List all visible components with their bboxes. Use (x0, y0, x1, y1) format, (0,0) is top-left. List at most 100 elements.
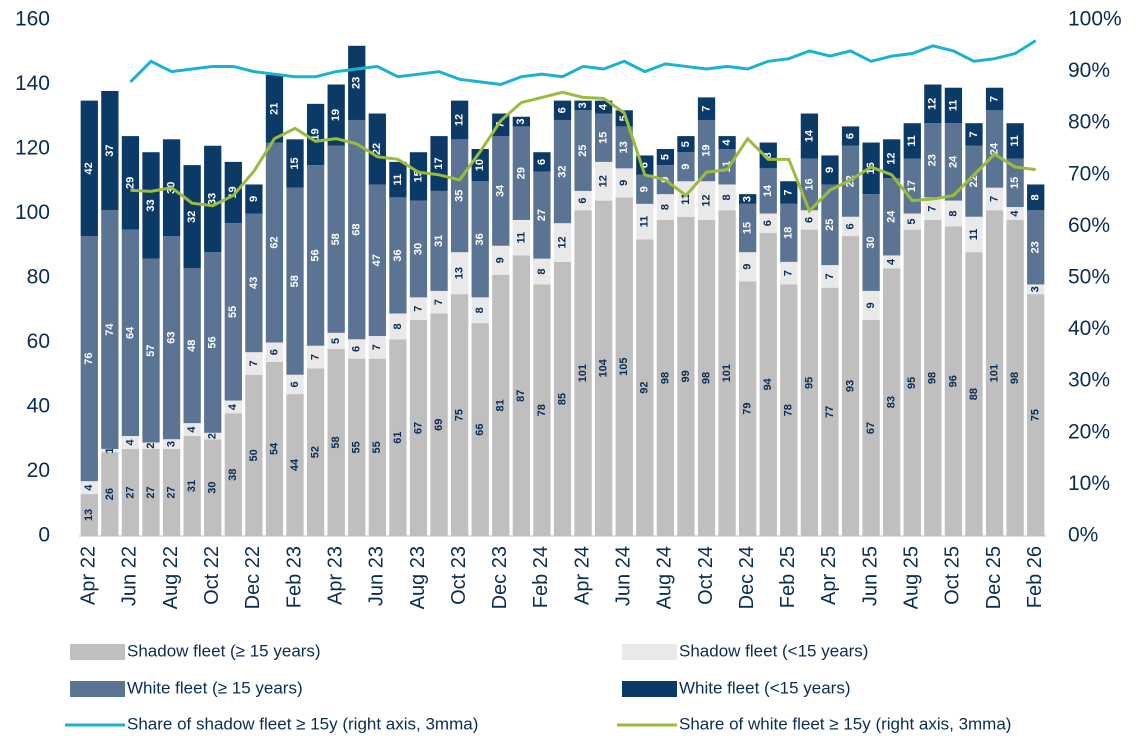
data-label: 30 (412, 243, 424, 255)
bar-segment (492, 136, 510, 246)
y2-tick-label: 40% (1068, 317, 1110, 340)
x-tick-label: Feb 26 (1024, 546, 1046, 608)
data-label: 17 (433, 157, 445, 169)
data-label: 74 (104, 323, 116, 336)
bar-segment (101, 210, 119, 449)
data-label: 29 (515, 167, 527, 179)
bar-segment (574, 190, 592, 211)
bar-segment (409, 200, 428, 298)
data-label: 9 (618, 180, 630, 186)
bar-segment (450, 294, 469, 536)
data-label: 8 (536, 268, 548, 274)
legend-label: White fleet (≥ 15 years) (127, 678, 303, 697)
data-label: 27 (145, 486, 157, 498)
data-label: 2 (145, 443, 157, 449)
data-label: 13 (618, 141, 630, 153)
bar-segment (471, 181, 489, 298)
bar-segment (80, 236, 98, 482)
x-tick-label: Jun 22 (119, 546, 141, 606)
bar-segment (368, 184, 386, 337)
bar-segment (183, 165, 201, 269)
bar-segment (142, 448, 160, 536)
bar-segment (553, 261, 572, 536)
y2-tick-label: 30% (1068, 369, 1110, 392)
x-tick-label: Feb 25 (777, 546, 799, 608)
bar-segment (903, 213, 921, 230)
x-tick-label: Aug 25 (901, 546, 923, 609)
bar-segment (183, 423, 201, 437)
x-tick-label: Feb 24 (530, 546, 552, 608)
bar-segment (327, 332, 345, 349)
bar-segment (553, 223, 572, 262)
data-label: 12 (886, 153, 898, 165)
bar-segment (286, 374, 304, 395)
bar-segment (595, 113, 613, 162)
data-label: 12 (598, 175, 610, 187)
bar-segment (800, 210, 819, 230)
data-label: 11 (392, 174, 404, 186)
legend-label: Shadow fleet (≥ 15 years) (127, 641, 321, 660)
bar-segment (450, 100, 469, 140)
y2-tick-label: 90% (1068, 59, 1110, 82)
bar-segment (841, 126, 860, 146)
data-label: 11 (1009, 135, 1021, 147)
data-label: 10 (474, 159, 486, 171)
data-label: 8 (659, 204, 671, 210)
bar-segment (903, 229, 921, 536)
y2-tick-label: 100% (1068, 8, 1122, 31)
bar-segment (739, 194, 757, 204)
bar-segment (985, 110, 1004, 188)
bar-segment (80, 481, 98, 495)
data-label: 24 (988, 142, 1000, 155)
data-label: 4 (1009, 210, 1021, 217)
data-label: 7 (988, 96, 1000, 102)
bar-segment (595, 200, 613, 536)
bar-segment (985, 187, 1004, 211)
data-label: 44 (289, 458, 301, 471)
data-label: 92 (639, 382, 651, 394)
bar-segment (327, 145, 345, 333)
data-label: 95 (803, 377, 815, 389)
data-label: 75 (454, 409, 466, 421)
data-label: 5 (659, 154, 671, 160)
data-label: 11 (721, 161, 733, 173)
y-tick-label: 40 (27, 395, 50, 418)
bar-segment (80, 494, 98, 536)
bar-segment (245, 184, 263, 214)
x-tick-label: Apr 23 (324, 546, 346, 605)
bar-segment (306, 103, 325, 166)
bar-segment (204, 439, 222, 536)
data-label: 18 (783, 227, 795, 239)
data-label: 6 (844, 133, 856, 139)
data-label: 36 (474, 233, 486, 245)
bar-segment (615, 168, 633, 198)
bar-segment (1006, 158, 1024, 208)
data-label: 15 (1009, 177, 1021, 189)
data-label: 66 (474, 423, 486, 435)
data-label: 101 (988, 364, 1000, 382)
bar-segment (224, 400, 242, 414)
line-series (130, 90, 1036, 214)
bar-segment (162, 448, 181, 536)
data-label: 101 (721, 364, 733, 382)
bar-segment (821, 155, 839, 185)
bar-segment (533, 284, 551, 536)
data-label: 3 (577, 102, 589, 108)
bar-segment (533, 171, 551, 259)
bar-segment (1006, 207, 1024, 220)
bar-segment (1006, 123, 1024, 159)
data-label: 78 (536, 404, 548, 416)
data-label: 23 (351, 77, 363, 89)
bar-segment (121, 436, 140, 449)
bar-segment (1006, 219, 1024, 536)
x-tick-label: Jun 23 (366, 546, 388, 606)
data-label: 98 (700, 372, 712, 384)
data-label: 57 (145, 344, 157, 356)
bar-segment (286, 394, 304, 536)
data-label: 6 (803, 217, 815, 223)
data-label: 23 (927, 154, 939, 166)
bar-segment (368, 113, 386, 185)
data-label: 12 (700, 194, 712, 206)
bar-segment (821, 184, 839, 266)
bar-segment (492, 113, 510, 137)
